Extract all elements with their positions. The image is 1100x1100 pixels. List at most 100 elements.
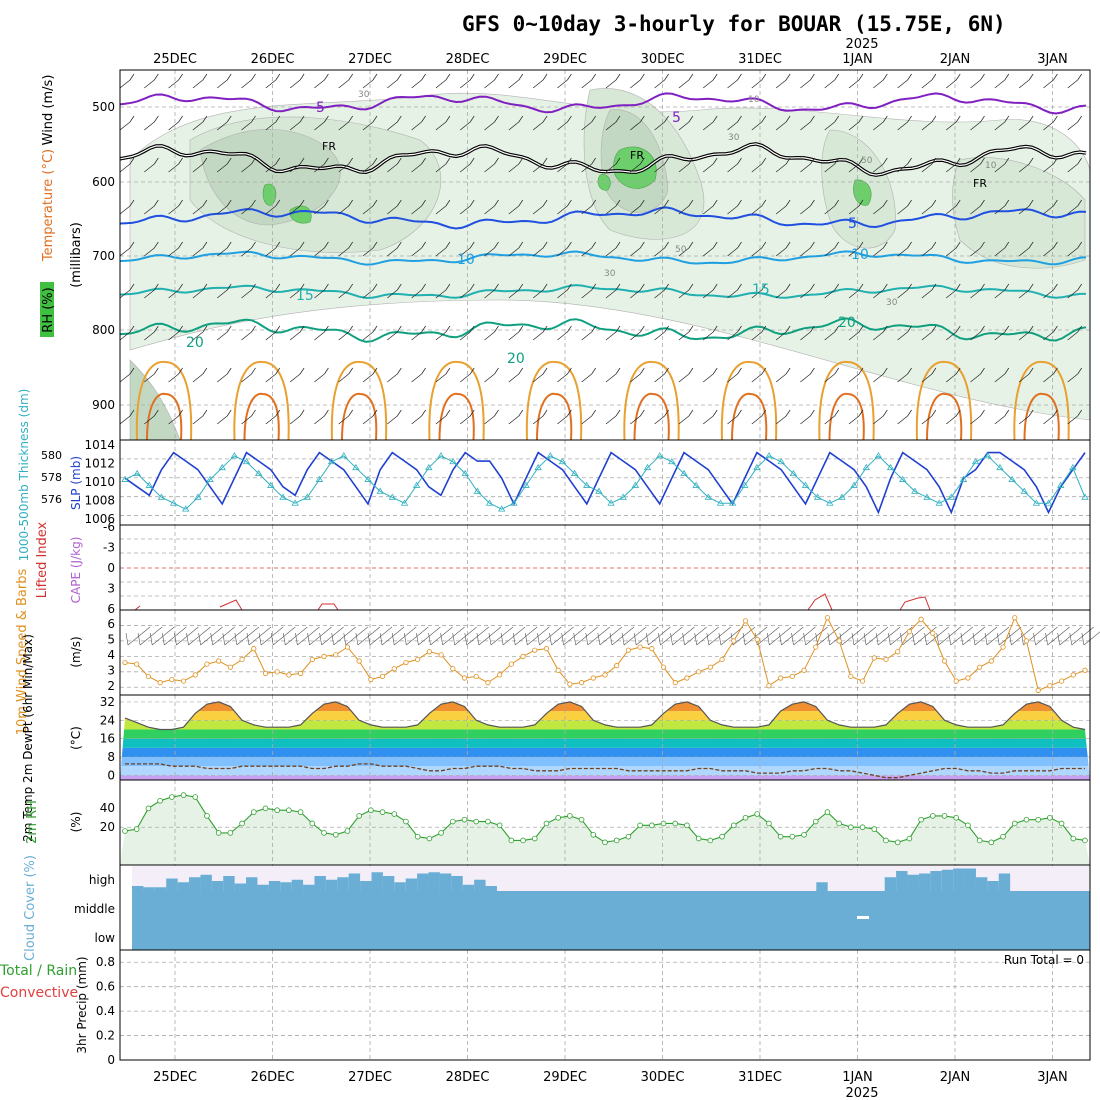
thickness-point: [801, 481, 810, 488]
cloud-high-bg: [725, 866, 737, 891]
wind10-point: [848, 673, 854, 680]
upper-wind-barb: [970, 73, 985, 89]
upper-wind-barb: [168, 325, 183, 341]
cloud-high-bg: [679, 866, 692, 891]
thickness-point: [947, 493, 956, 500]
upper-wind-barb: [873, 115, 888, 131]
upper-wind-barb: [557, 73, 572, 89]
upper-wind-barb: [387, 325, 402, 341]
wind10-barb: [379, 626, 405, 646]
cloud-high-bar: [166, 878, 179, 891]
upper-wind-barb: [630, 283, 645, 299]
upper-wind-barb: [241, 73, 256, 89]
upper-wind-barb: [314, 115, 329, 131]
upper-wind-barb: [119, 283, 135, 299]
label-precip-axis: 3hr Precip (mm): [75, 956, 89, 1053]
wind10-barb: [500, 626, 526, 646]
wind10-point: [813, 644, 819, 650]
upper-wind-barb: [630, 199, 645, 215]
cloud-high-bg: [839, 866, 851, 891]
wind10-point: [298, 670, 304, 676]
cloud-level-tick: low: [95, 931, 116, 945]
thickness-point: [242, 457, 251, 465]
temp-contour-25: [720, 360, 778, 441]
wind10-point: [192, 672, 198, 678]
temp-contour-25: [623, 360, 680, 441]
upper-wind-barb: [751, 283, 767, 299]
rh2m-point: [368, 807, 374, 814]
upper-wind-barb: [484, 73, 499, 89]
upper-wind-barb: [824, 283, 839, 299]
upper-wind-barb: [168, 73, 183, 89]
upper-wind-barb: [897, 367, 912, 383]
upper-wind-barb: [848, 115, 864, 131]
rh2m-point: [122, 828, 128, 834]
upper-wind-barb: [678, 283, 694, 299]
label-rh2m: 2m RH: [25, 800, 40, 844]
wind10-barb: [779, 626, 804, 646]
rh-shading-region: [952, 157, 1086, 269]
cloud-high-bg: [496, 866, 509, 891]
upper-wind-barb: [362, 157, 378, 173]
cloud-high-bg: [850, 866, 863, 891]
upper-wind-barb: [678, 367, 694, 383]
wind10-point: [1047, 683, 1053, 689]
cloud-high-bg: [736, 866, 749, 891]
wind10-point: [473, 673, 479, 680]
upper-wind-barb: [1043, 73, 1058, 89]
wind10-barb: [258, 626, 284, 646]
wind10-barb: [1045, 626, 1070, 646]
thickness-point: [461, 469, 469, 477]
thickness-tick: 576: [41, 493, 62, 506]
temp2m-tick: 0: [107, 768, 115, 782]
upper-wind-barb: [192, 157, 208, 173]
upper-wind-barb: [702, 73, 718, 89]
thickness-point: [340, 452, 348, 459]
wind10-barb: [682, 626, 707, 646]
upper-wind-barb: [508, 283, 524, 299]
wind10-point: [906, 629, 912, 635]
wind10-point: [379, 673, 386, 680]
upper-wind-barb: [459, 199, 475, 215]
wind10-point: [754, 636, 760, 642]
cloud-high-bar: [211, 881, 224, 891]
run-total: Run Total = 0: [1004, 953, 1084, 967]
upper-wind-barb: [557, 325, 572, 341]
slp-tick: 1010: [84, 475, 115, 489]
wind10-point: [485, 680, 491, 686]
slp-line: [124, 451, 1086, 515]
upper-wind-barb: [1043, 115, 1058, 131]
upper-wind-barb: [605, 283, 621, 299]
contour-label: 15: [752, 282, 770, 298]
thickness-point: [911, 487, 919, 494]
upper-wind-barb: [338, 115, 353, 131]
date-label-bottom: 2JAN: [940, 1070, 971, 1085]
upper-wind-barb: [265, 241, 281, 257]
upper-wind-barb: [994, 409, 1010, 425]
upper-wind-barb: [1067, 409, 1082, 425]
upper-wind-barb: [727, 325, 742, 341]
wind10-point: [180, 678, 187, 684]
cloud-high-bar: [930, 871, 943, 891]
thickness-point: [352, 463, 360, 471]
date-label-top: 1JAN: [842, 52, 873, 67]
contour-label: 50: [861, 156, 873, 166]
temp-contour-25: [428, 360, 485, 441]
upper-wind-barb: [338, 283, 353, 299]
thickness-point: [850, 481, 858, 488]
panel-frame: [119, 524, 1091, 611]
upper-wind-barb: [508, 199, 524, 215]
upper-wind-barb: [678, 199, 694, 215]
wind10-point: [122, 659, 128, 666]
upper-wind-barb: [265, 115, 281, 131]
date-label-top: 27DEC: [348, 52, 392, 67]
li-tick: -6: [103, 520, 115, 534]
rh2m-point: [332, 831, 339, 838]
wind10-barb: [416, 626, 441, 646]
upper-wind-barb: [387, 115, 402, 131]
cloud-high-bar: [941, 869, 954, 891]
upper-wind-barb: [654, 115, 669, 131]
label-cape: CAPE (J/kg): [69, 537, 83, 604]
rh2m-point: [613, 837, 620, 844]
upper-wind-barb: [873, 241, 888, 257]
